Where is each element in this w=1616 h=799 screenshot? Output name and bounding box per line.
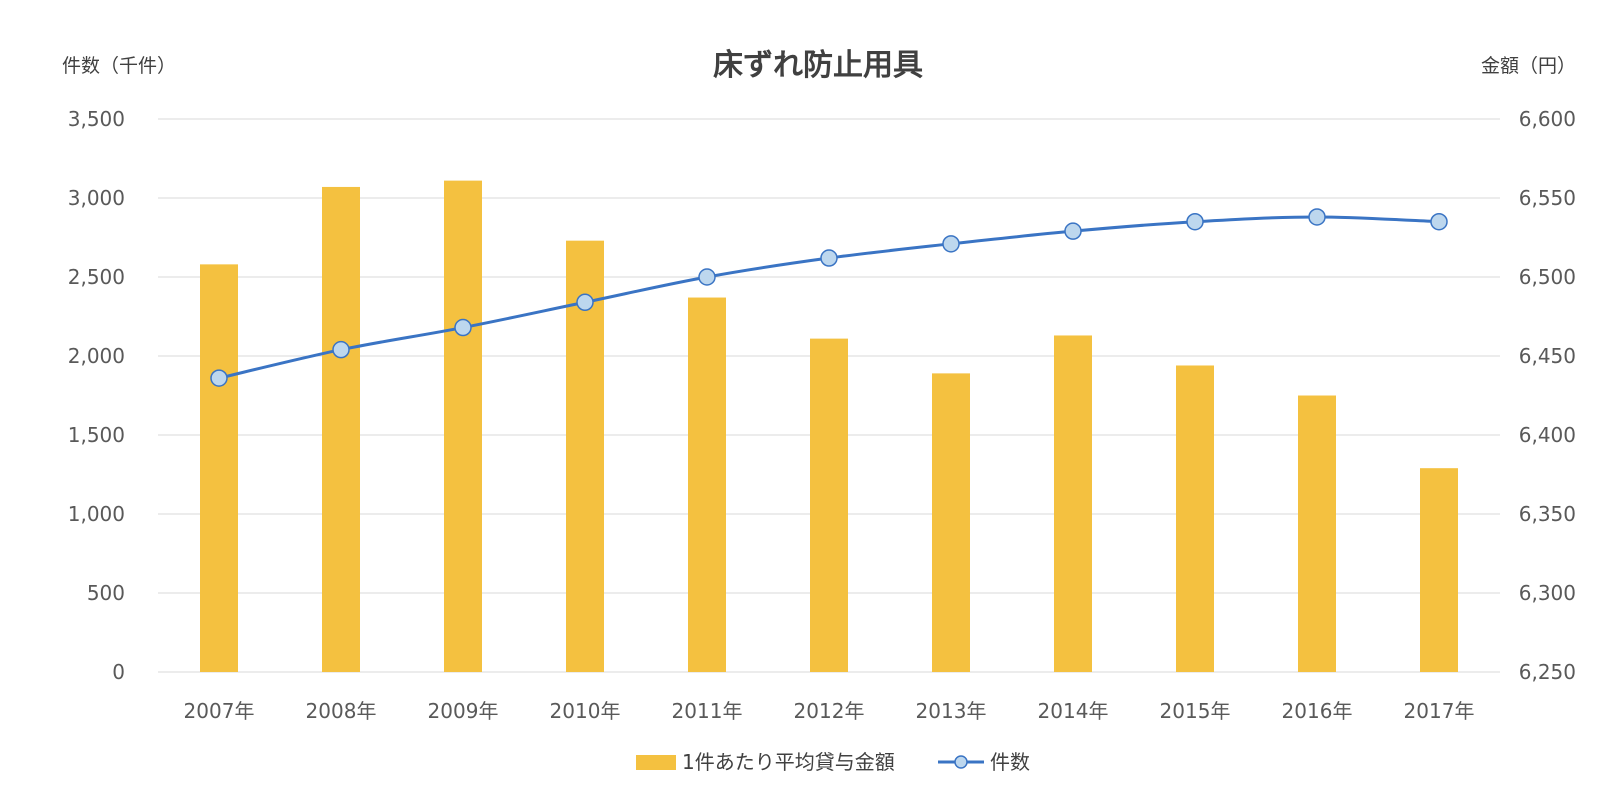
- bar: [1420, 468, 1458, 672]
- x-tick-label: 2008年: [306, 699, 377, 723]
- bar: [1176, 365, 1214, 672]
- line-point: [332, 340, 350, 359]
- legend-label-line: 件数: [990, 750, 1030, 774]
- bar: [200, 264, 238, 672]
- line-point: [820, 249, 838, 267]
- x-tick-label: 2014年: [1038, 699, 1109, 723]
- x-tick-label: 2013年: [916, 699, 987, 723]
- y-right-tick-label: 6,450: [1519, 344, 1576, 368]
- bar: [810, 338, 848, 672]
- legend-label-bar: 1件あたり平均貸与金額: [682, 750, 895, 774]
- y-right-tick-label: 6,350: [1519, 502, 1576, 526]
- y-left-tick-label: 3,500: [68, 107, 125, 131]
- line-point: [454, 318, 472, 337]
- x-tick-label: 2011年: [672, 699, 743, 723]
- bar: [688, 297, 726, 672]
- y-left-tick-label: 2,000: [68, 344, 125, 368]
- x-tick-label: 2012年: [794, 699, 865, 723]
- y-left-tick-label: 3,000: [68, 186, 125, 210]
- y-right-tick-label: 6,400: [1519, 423, 1576, 447]
- x-tick-label: 2007年: [184, 699, 255, 723]
- y-left-tick-label: 2,500: [68, 265, 125, 289]
- line-point: [1186, 212, 1204, 231]
- y-left-tick-label: 1,500: [68, 423, 125, 447]
- bar-series: [200, 180, 1458, 672]
- x-tick-label: 2015年: [1160, 699, 1231, 723]
- y-right-tick-label: 6,500: [1519, 265, 1576, 289]
- legend-swatch-bar: [636, 755, 676, 770]
- y-left-tick-label: 1,000: [68, 502, 125, 526]
- x-tick-label: 2016年: [1282, 699, 1353, 723]
- y-right-tick-label: 6,550: [1519, 186, 1576, 210]
- y-right-tick-label: 6,600: [1519, 107, 1576, 131]
- y-left-tick-label: 500: [87, 581, 125, 605]
- line-point: [1064, 222, 1082, 240]
- y-right-tick-label: 6,250: [1519, 660, 1576, 684]
- line-series: [210, 208, 1448, 387]
- bar: [566, 240, 604, 672]
- line-point: [576, 293, 594, 312]
- line-point: [210, 369, 228, 387]
- axis-ticks: 0 500 1,000 1,500 2,000 2,500 3,000 3,500 6,250 6…: [68, 107, 1576, 723]
- x-tick-label: 2010年: [550, 699, 621, 723]
- chart-title: 床ずれ防止用具: [713, 48, 923, 83]
- y-left-axis-title: 件数（千件）: [62, 55, 176, 77]
- bar: [932, 373, 970, 672]
- x-tick-label: 2009年: [428, 699, 499, 723]
- line-point: [942, 235, 960, 253]
- legend-swatch-marker: [954, 755, 968, 769]
- bar: [1298, 395, 1336, 672]
- x-tick-label: 2017年: [1404, 699, 1475, 723]
- legend: 1件あたり平均貸与金額 件数: [636, 750, 1030, 774]
- y-right-tick-label: 6,300: [1519, 581, 1576, 605]
- line-point: [1430, 212, 1448, 231]
- y-right-axis-title: 金額（円）: [1481, 55, 1576, 77]
- bar: [322, 186, 360, 672]
- bar: [1054, 335, 1092, 672]
- y-left-tick-label: 0: [112, 660, 125, 684]
- line-point: [1308, 208, 1326, 226]
- bar: [444, 180, 482, 672]
- line-point: [698, 268, 716, 286]
